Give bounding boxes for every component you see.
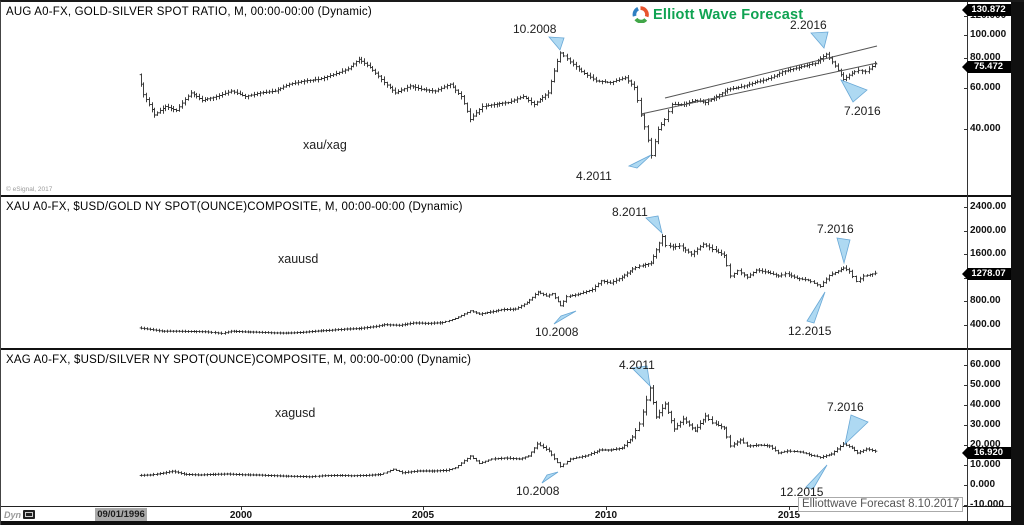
chart-link-icon[interactable] (23, 510, 35, 519)
x-axis-tick-label: 2010 (594, 510, 618, 521)
price-scale-separator (967, 2, 968, 521)
annotation-arrow (631, 365, 651, 388)
annotation-arrow (553, 310, 577, 325)
panel2-symbol-label: xauusd (278, 252, 319, 266)
annotation-arrow (541, 471, 559, 484)
y-axis-tick-label: 400.00 (970, 319, 1001, 330)
elliott-wave-forecast-logo: Elliott Wave Forecast (632, 6, 804, 24)
current-price-tag: 16.920 (962, 447, 1011, 459)
y-axis-tick-label: 1600.00 (970, 248, 1007, 259)
y-axis-tick-label: 40.000 (970, 399, 1001, 410)
annotation-label: 10.2008 (516, 484, 560, 498)
logo-text: Elliott Wave Forecast (653, 6, 804, 23)
annotation-arrow (840, 79, 868, 103)
trend-channel-line (664, 45, 878, 99)
panel2-title: XAU A0-FX, $USD/GOLD NY SPOT(OUNCE)COMPO… (6, 201, 463, 213)
annotation-arrow (805, 464, 828, 490)
annotation-label: 4.2011 (619, 358, 655, 372)
y-axis-tick-label: 60.000 (970, 359, 1001, 370)
annotation-label: 7.2016 (817, 222, 854, 236)
axis-start-date-tag: 09/01/1996 (95, 508, 147, 521)
current-price-tag: 1278.07 (962, 268, 1011, 280)
panel1-symbol-label: xau/xag (303, 138, 347, 152)
annotation-arrow (627, 154, 652, 169)
bottom-frame-strip (1, 521, 1011, 525)
y-axis-tick-label: 0.000 (970, 479, 996, 490)
x-axis-tick-label: 2000 (229, 510, 253, 521)
annotation-label: 2.2016 (790, 18, 827, 32)
annotation-label: 7.2016 (827, 400, 864, 414)
panel3-symbol-label: xagusd (275, 406, 316, 420)
panel3-title: XAG A0-FX, $USD/SILVER NY SPOT(OUNCE)COM… (6, 354, 472, 366)
y-axis-tick-label: 30.000 (970, 419, 1001, 430)
y-axis-tick-label: 2400.00 (970, 201, 1007, 212)
x-axis-tick-label: 2015 (777, 510, 801, 521)
panel-separator-1 (1, 195, 1011, 197)
series-0 (139, 51, 878, 159)
y-axis-tick-label: 100.000 (970, 29, 1007, 40)
y-axis-tick-label: 60.000 (970, 82, 1001, 93)
current-price-tag: 75.472 (962, 61, 1011, 73)
panel-separator-2 (1, 348, 1011, 350)
y-axis-tick-label: 20.000 (970, 439, 1001, 450)
annotation-arrow (806, 291, 826, 324)
annotation-label: 12.2015 (788, 324, 832, 338)
logo-swirl-icon (632, 6, 649, 24)
right-frame-strip (1011, 2, 1024, 525)
high-price-tag: 130.872 (962, 4, 1011, 16)
trend-channel-line (640, 62, 878, 115)
y-axis-tick-label: -10.000 (970, 499, 1004, 510)
annotation-label: 4.2011 (576, 169, 612, 183)
x-axis-tick-label: 2005 (411, 510, 435, 521)
y-axis-tick-label: 800.00 (970, 295, 1001, 306)
watermark-forecast-date: Elliottwave Forecast 8.10.2017 (798, 497, 964, 512)
y-axis-tick-label: 10.000 (970, 459, 1001, 470)
annotation-label: 10.2008 (513, 22, 557, 36)
annotation-label: 12.2015 (780, 485, 824, 499)
annotation-label: 10.2008 (535, 325, 579, 339)
esignal-copyright: © eSignal, 2017 (6, 186, 53, 193)
annotation-label: 8.2011 (612, 205, 648, 219)
annotation-arrow (844, 414, 869, 446)
annotation-label: 7.2016 (844, 104, 881, 118)
annotation-arrow (810, 31, 829, 49)
y-axis-tick-label: 50.000 (970, 379, 1001, 390)
panel1-title: AUG A0-FX, GOLD-SILVER SPOT RATIO, M, 00… (6, 6, 372, 18)
annotation-arrow (645, 215, 663, 235)
dyn-label: Dyn (4, 510, 22, 520)
y-axis-tick-label: 80.000 (970, 52, 1001, 63)
annotation-arrow (836, 237, 851, 265)
annotation-arrow (548, 36, 565, 51)
series-1 (139, 234, 878, 335)
y-axis-tick-label: 2000.00 (970, 225, 1007, 236)
series-2 (139, 385, 878, 479)
time-axis-line (1, 506, 1011, 507)
y-axis-tick-label: 40.000 (970, 123, 1001, 134)
